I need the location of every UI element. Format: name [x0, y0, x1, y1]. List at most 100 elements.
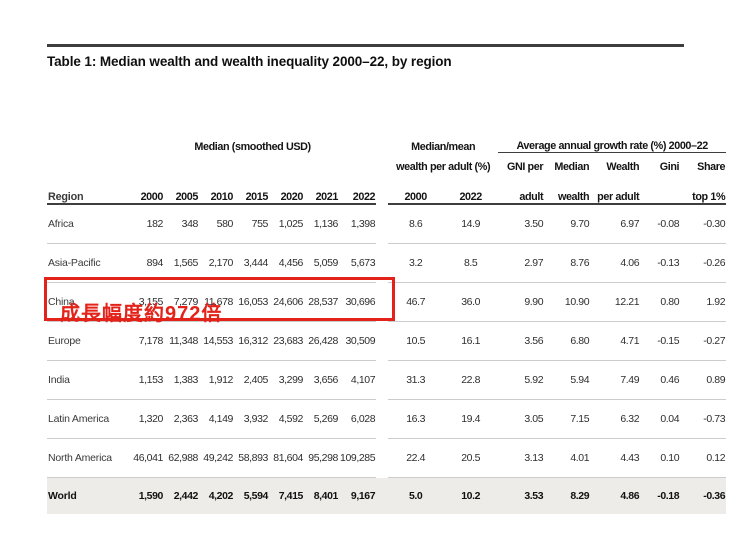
median-value: 7,415: [269, 477, 304, 514]
growth-value: -0.15: [640, 321, 681, 361]
median-value: 7,279: [164, 282, 199, 322]
growth-col-header: Wealth: [606, 161, 640, 173]
region-cell: Africa: [48, 218, 74, 230]
median-value: 1,025: [278, 218, 304, 230]
median-value: 580: [216, 218, 234, 230]
median-mean-value: 3.2: [388, 243, 444, 283]
growth-value: 0.10: [640, 438, 681, 478]
median-value: 14,553: [199, 321, 234, 361]
median-value: 1,398: [350, 218, 376, 230]
growth-value: 4.06: [590, 243, 641, 283]
table-header: Median (smoothed USD) Median/mean Averag…: [47, 128, 727, 205]
growth-value: 5.94: [544, 360, 591, 400]
growth-col-header: wealth: [544, 173, 591, 205]
median-value: 348: [181, 218, 199, 230]
growth-value: 6.32: [590, 399, 641, 439]
growth-value: 0.12: [680, 438, 727, 478]
median-value: 6,028: [339, 399, 377, 439]
median-value: 7,178: [129, 321, 164, 361]
growth-col-header: Median: [554, 161, 590, 173]
median-value: 28,537: [304, 282, 339, 322]
median-mean-value: 10.2: [443, 477, 499, 514]
column-gap: [376, 244, 388, 283]
median-mean-value: 31.3: [388, 360, 444, 400]
median-mean-value: 10.5: [388, 321, 444, 361]
growth-value: 0.80: [640, 282, 681, 322]
median-mean-value: 22.4: [388, 438, 444, 478]
growth-value: 7.49: [590, 360, 641, 400]
table-row: North America 46,041 62,988 49,242 58,893 81,…: [47, 438, 727, 478]
column-gap: [376, 128, 388, 153]
median-value: 4,202: [199, 477, 234, 514]
column-gap: [376, 322, 388, 361]
empty-cell: [47, 153, 129, 174]
growth-col-header: top 1%: [680, 173, 727, 205]
median-value: 3,656: [304, 360, 339, 400]
table-row: India 1,153 1,383 1,912 2,405 3,299 3,656 4,107…: [47, 360, 727, 400]
growth-value: -0.08: [657, 218, 680, 230]
median-value: 16,312: [234, 321, 269, 361]
median-value: 95,298: [304, 438, 339, 478]
growth-value: 4.01: [544, 438, 591, 478]
table-row: Africa 182 348 580 755 1,025 1,136 1,398 8.6 14.9…: [47, 204, 726, 244]
empty-cell: [129, 153, 376, 174]
column-gap: [376, 173, 388, 204]
empty-cell: [47, 128, 129, 153]
region-cell: Asia-Pacific: [47, 243, 129, 283]
growth-value: 10.90: [544, 282, 591, 322]
header-row-subtitles: wealth per adult (%) GNI per Median Weal…: [47, 153, 726, 174]
region-cell: World: [47, 477, 129, 514]
median-mean-value: 16.1: [443, 321, 499, 361]
region-cell: Latin America: [47, 399, 129, 439]
region-column-header: Region: [47, 173, 129, 205]
median-value: 5,269: [304, 399, 339, 439]
growth-value: -0.18: [640, 477, 681, 514]
median-mean-value: 19.4: [443, 399, 499, 439]
growth-value: 8.76: [544, 243, 591, 283]
median-value: 2,442: [164, 477, 199, 514]
year-header: 2010: [199, 173, 234, 205]
growth-value: 6.80: [544, 321, 591, 361]
mm-year-header: 2022: [443, 173, 499, 205]
median-value: 11,348: [164, 321, 199, 361]
median-group-header: Median (smoothed USD): [194, 140, 311, 153]
median-value: 1,565: [164, 243, 199, 283]
median-value: 109,285: [339, 438, 377, 478]
growth-col-header: Share: [697, 161, 726, 173]
median-value: 5,673: [339, 243, 377, 283]
median-value: 62,988: [164, 438, 199, 478]
median-mean-value: 8.6: [408, 218, 423, 230]
median-mean-value: 20.5: [443, 438, 499, 478]
median-value: 11,678: [199, 282, 234, 322]
column-gap: [376, 361, 388, 400]
median-value: 182: [146, 218, 164, 230]
growth-value: 3.56: [498, 321, 545, 361]
median-mean-value: 46.7: [388, 282, 444, 322]
median-value: 26,428: [304, 321, 339, 361]
growth-value: 0.04: [640, 399, 681, 439]
growth-value: -0.30: [703, 218, 726, 230]
median-value: 30,509: [339, 321, 377, 361]
growth-value: 9.90: [498, 282, 545, 322]
median-value: 9,167: [339, 477, 377, 514]
table-row: Europe 7,178 11,348 14,553 16,312 23,683 26,42…: [47, 321, 727, 361]
table-row: China 3,155 7,279 11,678 16,053 24,606 28,537 3…: [47, 282, 727, 322]
median-value: 49,242: [199, 438, 234, 478]
table-row: Asia-Pacific 894 1,565 2,170 3,444 4,456 5,059…: [47, 243, 727, 283]
annotation-note: 成長幅度約972倍: [60, 303, 223, 325]
median-value: 3,299: [269, 360, 304, 400]
growth-value: 3.50: [524, 218, 544, 230]
median-value: 1,590: [129, 477, 164, 514]
column-gap: [376, 439, 388, 478]
column-gap: [376, 400, 388, 439]
median-value: 81,604: [269, 438, 304, 478]
median-value: 16,053: [234, 282, 269, 322]
growth-value: 3.13: [498, 438, 545, 478]
growth-value: -0.36: [680, 477, 727, 514]
growth-col-header: GNI per: [506, 161, 544, 173]
growth-value: 6.97: [620, 218, 640, 230]
year-header: 2021: [304, 173, 339, 205]
header-row-years: Region 2000 2005 2010 2015 2020 2021 202…: [47, 173, 727, 205]
growth-value: 9.70: [570, 218, 590, 230]
region-cell: China: [47, 282, 129, 322]
